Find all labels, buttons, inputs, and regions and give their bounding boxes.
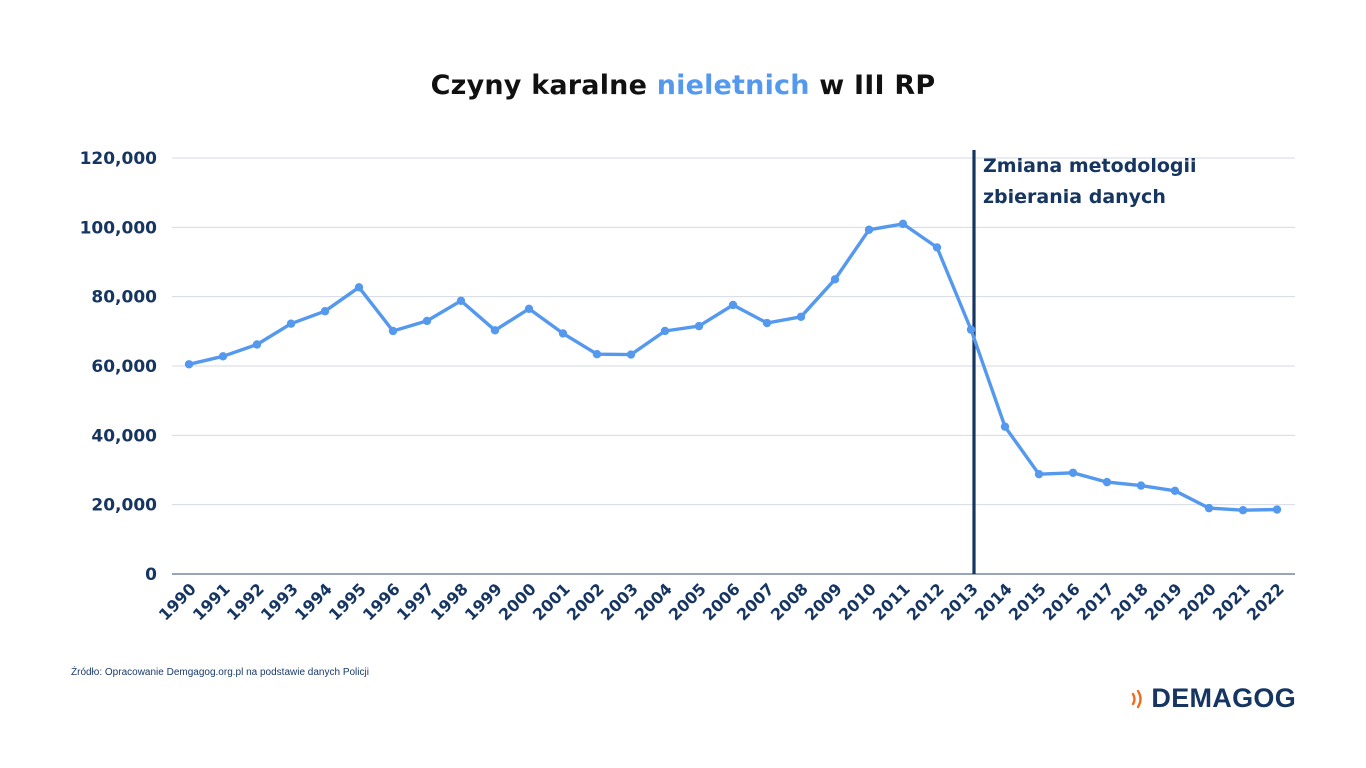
x-tick-label: 2009 xyxy=(801,579,846,624)
y-tick-label: 0 xyxy=(145,565,157,585)
y-tick-label: 20,000 xyxy=(91,496,157,516)
x-tick-label: 2003 xyxy=(597,579,642,624)
data-point xyxy=(1000,422,1010,431)
data-point xyxy=(626,350,636,359)
data-point xyxy=(286,319,296,328)
signal-icon xyxy=(1132,689,1143,708)
x-tick-label: 2017 xyxy=(1073,579,1118,624)
y-tick-label: 80,000 xyxy=(91,288,157,308)
x-tick-label: 2014 xyxy=(971,579,1016,624)
data-point xyxy=(660,326,670,336)
x-tick-label: 2006 xyxy=(699,579,744,624)
x-tick-label: 1995 xyxy=(325,579,370,624)
x-tick-label: 2013 xyxy=(937,579,982,624)
data-point xyxy=(354,283,364,292)
x-tick-label: 1991 xyxy=(189,579,234,624)
x-tick-label: 2012 xyxy=(903,579,948,624)
x-tick-label: 1993 xyxy=(257,579,302,624)
annotation-text: Zmiana metodologii xyxy=(983,155,1197,177)
data-point xyxy=(320,307,330,316)
data-point xyxy=(490,326,500,335)
data-point xyxy=(728,300,738,310)
x-tick-label: 1998 xyxy=(427,579,472,624)
data-point xyxy=(1204,503,1214,513)
x-tick-label: 2020 xyxy=(1175,579,1220,624)
x-tick-label: 1997 xyxy=(393,579,438,624)
chart-title: Czyny karalne nieletnich w III RP xyxy=(0,70,1366,101)
x-tick-label: 2007 xyxy=(733,579,778,624)
data-point xyxy=(218,352,228,361)
x-tick-label: 2001 xyxy=(529,579,574,624)
x-tick-label: 2008 xyxy=(767,579,812,624)
data-point xyxy=(456,296,466,306)
x-tick-label: 1994 xyxy=(291,579,336,624)
grid-lines xyxy=(172,157,1295,575)
series-line xyxy=(187,222,1279,512)
y-tick-label: 60,000 xyxy=(91,357,157,377)
brand-name: DEMAGOG xyxy=(1151,683,1296,713)
data-point xyxy=(1238,506,1248,515)
title-part-3: w III RP xyxy=(809,70,936,101)
data-point xyxy=(830,275,840,284)
x-tick-label: 2002 xyxy=(563,579,608,624)
title-highlight: nieletnich xyxy=(656,70,810,101)
y-tick-label: 100,000 xyxy=(80,218,158,238)
data-point xyxy=(898,219,908,229)
data-point xyxy=(864,225,874,234)
series-group xyxy=(184,219,1282,515)
x-tick-label: 1992 xyxy=(223,579,268,624)
y-tick-label: 120,000 xyxy=(80,149,158,169)
y-axis: 0 20,000 40,000 60,000 80,000 100,000 120,000 xyxy=(80,149,158,585)
data-point xyxy=(1170,486,1180,495)
x-tick-label: 2005 xyxy=(665,579,710,624)
data-point xyxy=(1034,469,1044,479)
x-axis: 1990199119921993199419951996199719981999… xyxy=(155,579,1288,624)
data-point xyxy=(1272,505,1282,514)
x-tick-label: 1999 xyxy=(461,579,506,624)
annotation: Zmiana metodologii zbierania danych xyxy=(972,150,1197,574)
brand-logo: DEMAGOG xyxy=(1130,683,1296,714)
x-tick-label: 2004 xyxy=(631,579,676,624)
x-tick-label: 2011 xyxy=(869,579,914,624)
data-point xyxy=(796,312,806,321)
x-tick-label: 2022 xyxy=(1243,579,1288,624)
data-point xyxy=(388,326,398,336)
source-note: Źródło: Opracowanie Demgagog.org.pl na p… xyxy=(71,667,369,678)
data-point xyxy=(422,316,432,326)
data-point xyxy=(252,340,262,349)
x-tick-label: 2016 xyxy=(1039,579,1084,624)
data-point xyxy=(966,325,976,334)
data-point xyxy=(1102,477,1112,487)
x-tick-label: 2000 xyxy=(495,579,540,624)
x-tick-label: 2018 xyxy=(1107,579,1152,624)
x-tick-label: 2021 xyxy=(1209,579,1254,624)
title-part-1: Czyny karalne xyxy=(430,70,657,101)
data-point xyxy=(524,304,534,313)
data-point xyxy=(694,321,704,331)
y-tick-label: 40,000 xyxy=(91,426,157,446)
annotation-text: zbierania danych xyxy=(983,186,1166,208)
data-point xyxy=(558,329,568,338)
data-point xyxy=(1068,468,1078,477)
x-tick-label: 1996 xyxy=(359,579,404,624)
x-tick-label: 1990 xyxy=(155,579,200,624)
x-tick-label: 2019 xyxy=(1141,579,1186,624)
x-tick-label: 2010 xyxy=(835,579,880,624)
data-point xyxy=(762,318,772,328)
data-point xyxy=(932,243,942,252)
data-point xyxy=(1136,481,1146,490)
data-point xyxy=(184,360,194,369)
data-point xyxy=(592,350,602,359)
x-tick-label: 2015 xyxy=(1005,579,1050,624)
